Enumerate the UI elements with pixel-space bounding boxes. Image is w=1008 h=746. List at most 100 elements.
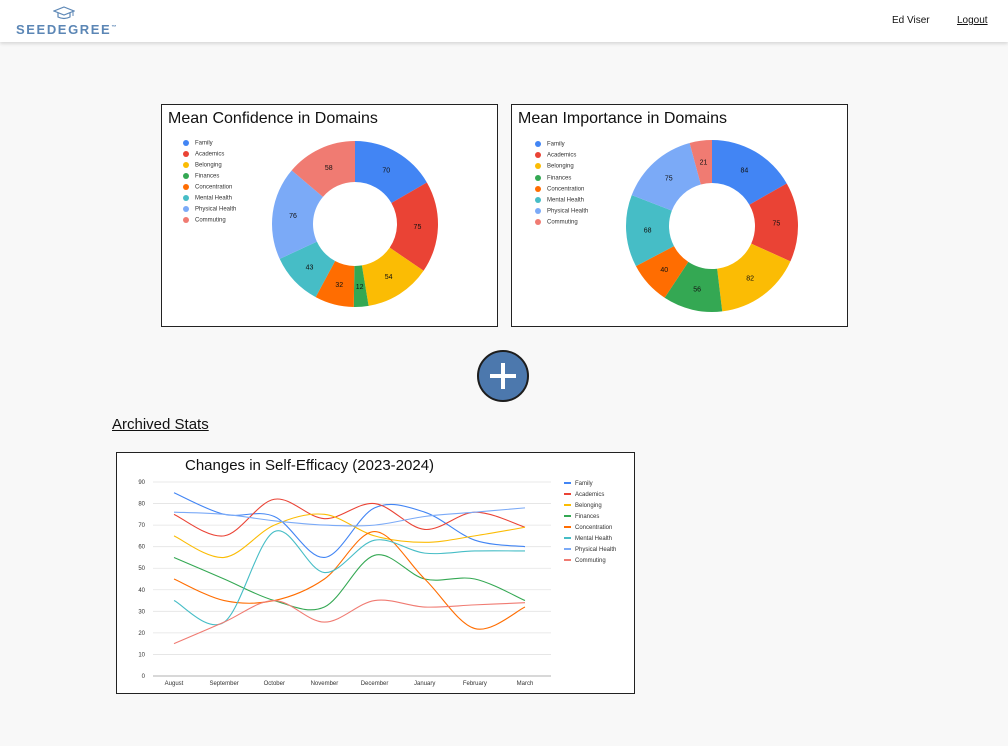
donut-slice-concentration: [635, 246, 689, 298]
legend-item-physical-health: Physical Health: [183, 206, 236, 213]
legend-marker: [535, 174, 541, 181]
legend-marker: [183, 162, 189, 168]
legend-marker: [535, 208, 541, 215]
donut-slice-mental-health: [626, 195, 674, 267]
legend-label: Concentration: [195, 184, 233, 191]
series-line-finances: [173, 554, 526, 611]
slice-value-label: 12: [356, 284, 364, 291]
line-chart: 0 10 20 30 40 50 60 70 80 90 August September Octobe…: [138, 480, 616, 687]
legend-item-physical-health: Physical Health: [535, 208, 588, 215]
legend-label: Family: [547, 141, 565, 148]
slice-value-label: 82: [746, 275, 754, 282]
donut-slice-commuting: [291, 141, 355, 197]
legend-marker: [183, 206, 189, 212]
legend-label-commuting: Commuting: [575, 558, 606, 564]
slice-value-label: 75: [665, 176, 673, 183]
series-line-mental-health: [173, 530, 526, 626]
donut-chart: 70 75 54 12 32 43 76 58: [272, 141, 438, 307]
slice-value-label: 40: [660, 267, 668, 274]
legend-label: Belonging: [195, 162, 222, 169]
legend-item-mental-health: Mental Health: [535, 197, 584, 204]
legend-label: Mental Health: [195, 195, 233, 202]
x-tick-label: September: [209, 681, 238, 687]
legend-marker: [183, 151, 189, 157]
top-navigation-bar: SEEDEGREE™ Ed Viser Logout: [0, 0, 1008, 42]
series-line-belonging: [173, 513, 526, 558]
slice-value-label: 68: [644, 227, 652, 234]
chart-title: Mean Confidence in Domains: [168, 110, 378, 127]
add-chart-button[interactable]: [477, 350, 529, 402]
y-tick-label: 90: [138, 480, 145, 486]
x-tick-label: March: [517, 681, 534, 687]
y-tick-label: 20: [138, 631, 145, 637]
legend-item-commuting: Commuting: [183, 217, 226, 224]
slice-value-label: 43: [306, 264, 314, 271]
slice-value-label: 70: [382, 167, 390, 174]
legend-item-belonging: Belonging: [535, 163, 574, 170]
user-name: Ed Viser: [892, 15, 930, 26]
legend-marker: [535, 163, 541, 170]
legend-label: Finances: [547, 175, 572, 182]
legend-marker: [535, 141, 541, 147]
importance-chart-card: Mean Importance in Domains Family Academi…: [511, 104, 848, 327]
logout-link[interactable]: Logout: [957, 15, 988, 26]
donut-slice-finances: [353, 265, 369, 307]
legend-item-family: Family: [535, 141, 565, 148]
legend-marker: [535, 185, 541, 192]
legend-item-mental-health: Mental Health: [183, 195, 232, 202]
slice-value-label: 32: [335, 282, 343, 289]
legend-label-family: Family: [575, 481, 593, 487]
legend-item-family: Family: [183, 140, 213, 147]
y-tick-label: 50: [138, 566, 145, 572]
seedegree-logo[interactable]: SEEDEGREE™: [16, 6, 126, 38]
y-tick-label: 40: [138, 588, 145, 594]
donut-slice-belonging: [361, 247, 424, 306]
y-tick-label: 10: [138, 652, 145, 658]
legend-label-finances: Finances: [575, 514, 599, 520]
x-tick-label: February: [463, 681, 487, 687]
donut-chart: 84 75 82 56 40 68 75 21: [626, 140, 798, 312]
slice-value-label: 56: [693, 286, 701, 293]
y-tick-label: 30: [138, 609, 145, 615]
legend-label: Concentration: [547, 186, 585, 193]
legend-label: Academics: [195, 151, 225, 158]
donut-slice-belonging: [717, 243, 791, 312]
legend-label-mental-health: Mental Health: [575, 536, 612, 542]
donut-slice-academics: [389, 182, 438, 271]
legend-label-belonging: Belonging: [575, 503, 602, 509]
legend-label-academics: Academics: [575, 492, 604, 498]
archived-stats-heading[interactable]: Archived Stats: [112, 416, 209, 433]
legend-item-concentration: Concentration: [183, 184, 232, 191]
graduation-cap-icon: [53, 6, 75, 20]
donut-slice-commuting: [689, 140, 712, 185]
legend-label: Physical Health: [195, 206, 237, 213]
legend-marker: [535, 197, 541, 203]
donut-slice-physical-health: [631, 142, 701, 211]
x-tick-label: October: [264, 681, 285, 687]
donut-slice-family: [355, 141, 427, 203]
legend-item-academics: Academics: [535, 152, 576, 159]
legend-label: Physical Health: [547, 208, 589, 215]
self-efficacy-chart-card: Changes in Self-Efficacy (2023-2024) 0 10…: [116, 452, 635, 694]
donut-slice-academics: [749, 183, 798, 262]
series-line-concentration: [173, 531, 526, 630]
donut-slice-finances: [664, 261, 723, 312]
y-tick-label: 0: [142, 674, 146, 680]
legend-label: Belonging: [547, 163, 574, 170]
legend-label-physical-health: Physical Health: [575, 547, 616, 553]
slice-value-label: 75: [414, 224, 422, 231]
donut-slice-physical-health: [272, 170, 323, 259]
chart-area: Family Academics Belonging Finances Concentr…: [529, 134, 829, 314]
x-tick-label: November: [311, 681, 339, 687]
legend-label: Commuting: [547, 219, 578, 226]
y-tick-label: 70: [138, 523, 145, 529]
x-tick-label: August: [165, 681, 184, 687]
legend-marker: [535, 219, 541, 226]
legend-label-concentration: Concentration: [575, 525, 612, 531]
chart-area: Family Academics Belonging Finances Concentr…: [177, 134, 468, 314]
legend-marker: [183, 217, 189, 223]
x-tick-label: January: [414, 681, 435, 687]
legend-marker: [183, 184, 189, 190]
legend-item-finances: Finances: [183, 173, 219, 180]
slice-value-label: 76: [289, 213, 297, 220]
